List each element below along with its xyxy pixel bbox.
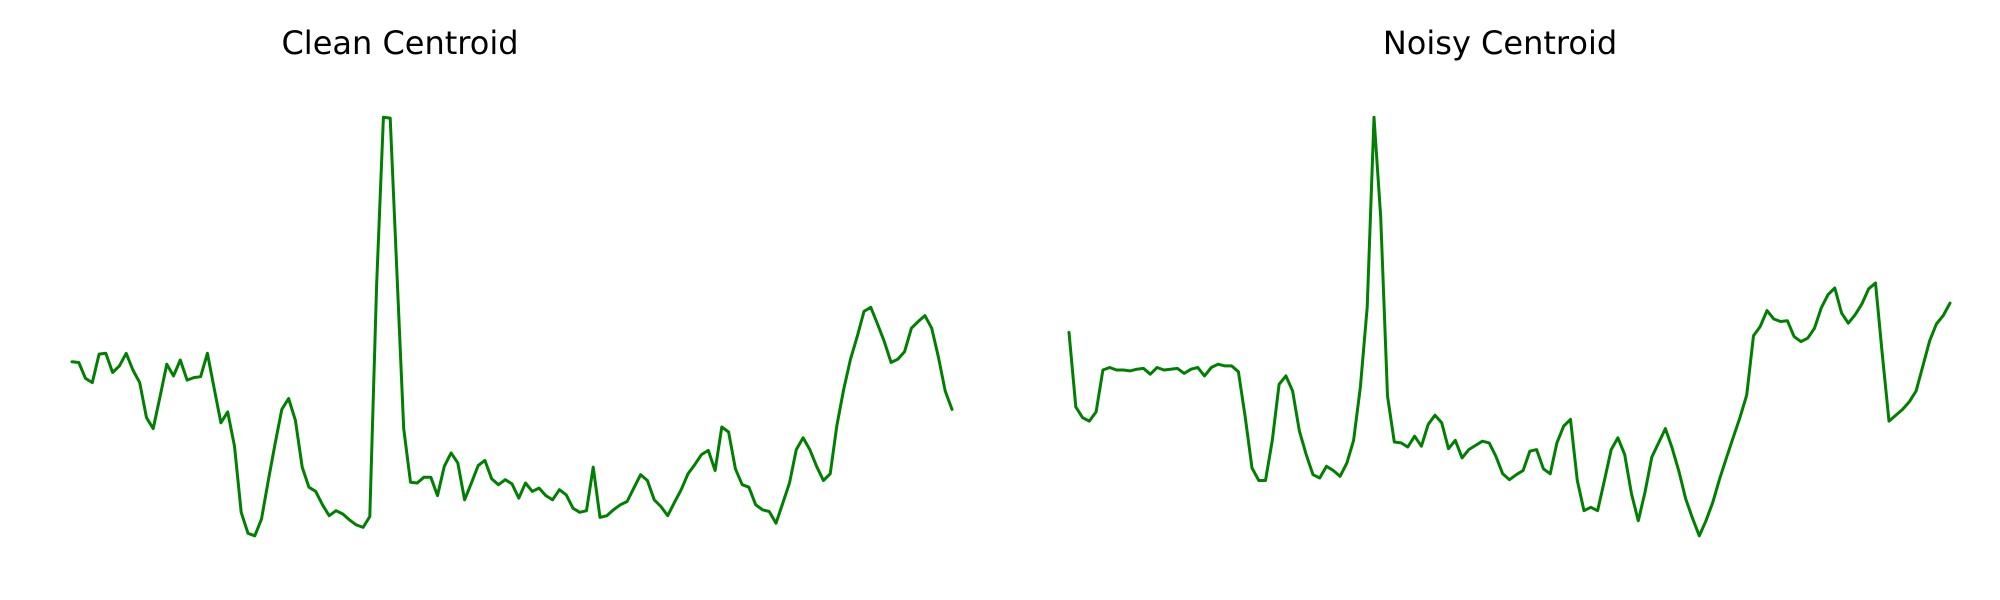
noisy-centroid-plot [1067, 115, 1952, 538]
clean-centroid-panel: Clean Centroid [70, 24, 954, 538]
series-line [70, 115, 954, 538]
noisy-centroid-panel: Noisy Centroid [1000, 0, 2000, 600]
series-line [1067, 115, 1952, 538]
clean-centroid-plot [70, 115, 954, 538]
chart-title: Clean Centroid [281, 24, 519, 62]
chart-title: Noisy Centroid [1382, 24, 1618, 62]
